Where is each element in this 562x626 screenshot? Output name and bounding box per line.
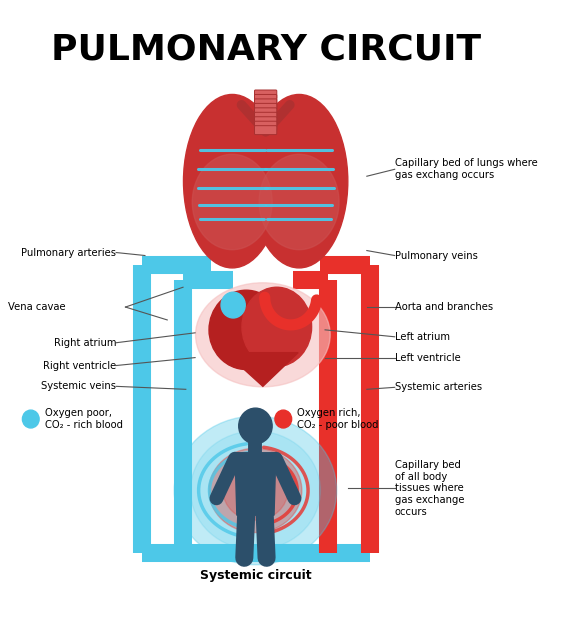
FancyBboxPatch shape [255,121,277,130]
Ellipse shape [259,154,339,250]
FancyBboxPatch shape [255,112,277,121]
Ellipse shape [209,290,283,369]
FancyBboxPatch shape [255,103,277,112]
Ellipse shape [196,283,330,387]
Text: Right atrium: Right atrium [54,338,116,347]
Ellipse shape [183,95,281,268]
Circle shape [239,408,272,444]
Text: Systemic veins: Systemic veins [41,381,116,391]
Text: Systemic circuit: Systemic circuit [200,569,311,582]
Text: Right ventricle: Right ventricle [43,361,116,371]
FancyBboxPatch shape [255,126,277,135]
Circle shape [221,292,245,318]
Ellipse shape [192,154,272,250]
FancyBboxPatch shape [255,117,277,126]
Text: Left ventricle: Left ventricle [395,352,460,362]
Circle shape [22,410,39,428]
Text: Oxygen poor,
CO₂ - rich blood: Oxygen poor, CO₂ - rich blood [45,408,123,430]
Ellipse shape [250,95,348,268]
FancyBboxPatch shape [255,108,277,117]
Ellipse shape [174,416,337,565]
FancyBboxPatch shape [255,90,277,99]
Text: Systemic arteries: Systemic arteries [395,382,482,393]
Polygon shape [235,453,276,515]
Ellipse shape [191,431,320,550]
Text: Oxygen rich,
CO₂ - poor blood: Oxygen rich, CO₂ - poor blood [297,408,379,430]
Text: PULMONARY CIRCUIT: PULMONARY CIRCUIT [51,33,481,66]
Text: Left atrium: Left atrium [395,332,450,342]
FancyBboxPatch shape [255,99,277,108]
Text: Capillary bed
of all body
tissues where
gas exchange
occurs: Capillary bed of all body tissues where … [395,460,464,516]
Text: Vena cavae: Vena cavae [8,302,66,312]
Text: Pulmonary arteries: Pulmonary arteries [21,247,116,257]
Text: Capillary bed of lungs where
gas exchang occurs: Capillary bed of lungs where gas exchang… [395,158,537,180]
Ellipse shape [223,461,288,520]
Ellipse shape [209,448,302,533]
Ellipse shape [242,287,311,366]
FancyBboxPatch shape [255,95,277,103]
Text: Pulmonary veins: Pulmonary veins [395,250,478,260]
Circle shape [275,410,292,428]
Polygon shape [226,352,298,386]
Text: Aorta and branches: Aorta and branches [395,302,493,312]
